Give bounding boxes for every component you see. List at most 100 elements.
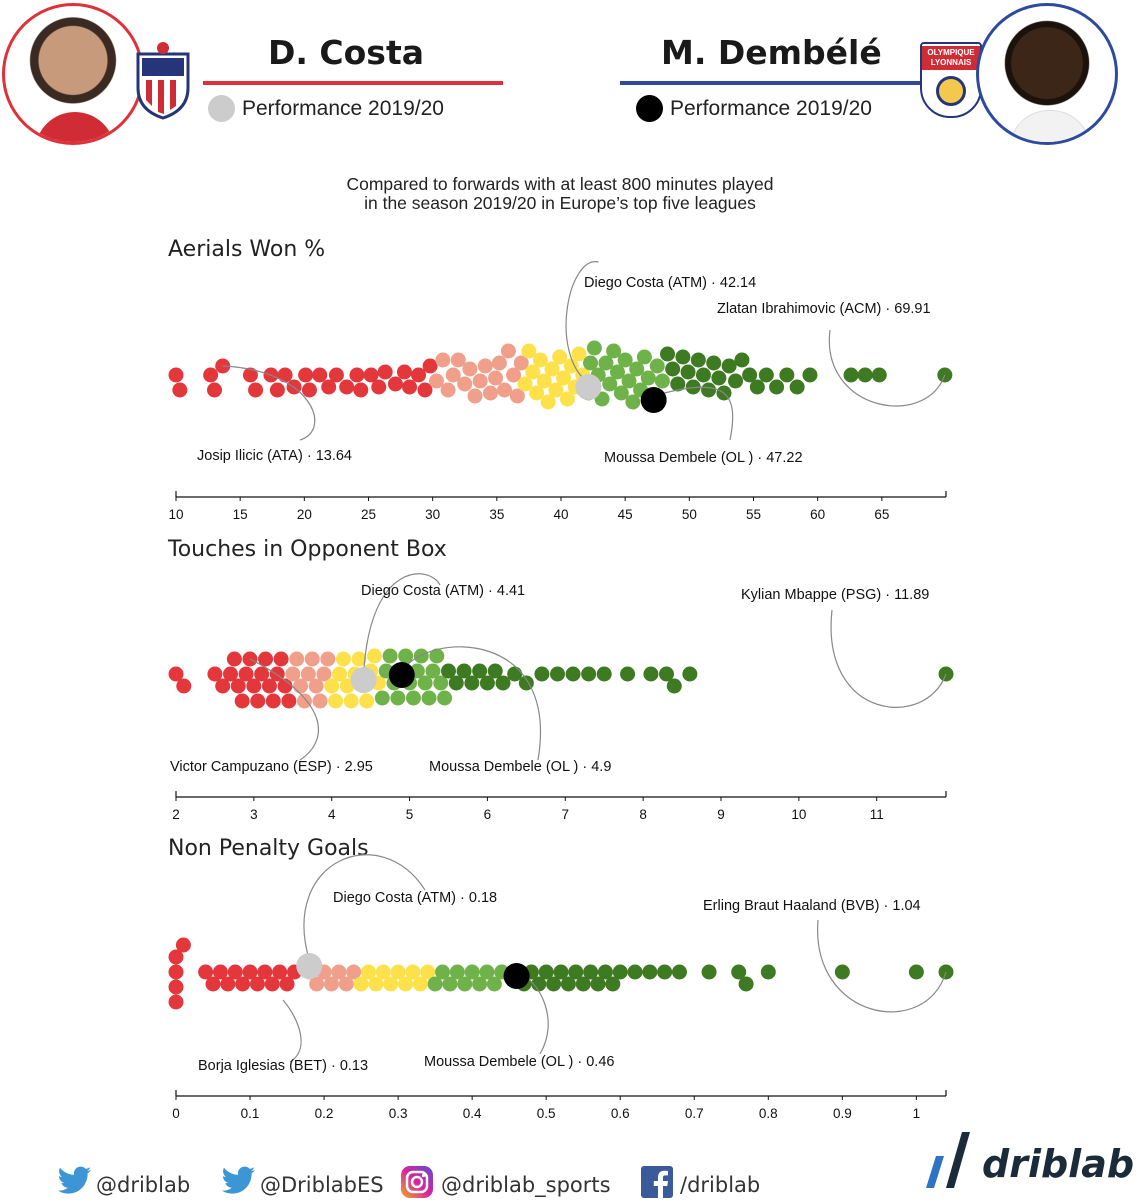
data-point: [277, 678, 293, 694]
data-point: [249, 976, 265, 992]
data-point: [472, 373, 488, 389]
data-point: [657, 964, 673, 980]
data-point: [445, 367, 461, 383]
data-point: [176, 678, 192, 694]
data-point: [586, 340, 602, 356]
data-point: [359, 693, 375, 709]
twitter-handle-2[interactable]: @DriblabES: [260, 1173, 384, 1197]
data-point: [640, 370, 656, 386]
data-point: [168, 994, 184, 1010]
instagram-icon[interactable]: [400, 1165, 434, 1204]
data-point: [658, 666, 674, 682]
data-point: [487, 663, 503, 679]
data-point: [509, 388, 525, 404]
data-point: [374, 690, 390, 706]
data-point: [298, 367, 314, 383]
x-tick-label: 9: [717, 807, 725, 822]
facebook-handle[interactable]: /driblab: [680, 1173, 761, 1197]
x-tick-label: 55: [746, 507, 761, 522]
annotation-leader-line: [363, 573, 441, 675]
data-point: [583, 964, 599, 980]
data-point: [553, 964, 569, 980]
data-point: [559, 391, 575, 407]
x-tick-label: 0.4: [463, 1106, 482, 1121]
data-point: [609, 364, 625, 380]
data-point: [207, 666, 223, 682]
data-point: [300, 666, 316, 682]
data-point: [731, 964, 747, 980]
data-point: [734, 352, 750, 368]
data-point: [629, 361, 645, 377]
data-point: [277, 367, 293, 383]
costa-photo: [2, 3, 144, 145]
data-point: [728, 373, 744, 389]
annotation-label: Moussa Dembele (OL ) · 0.46: [424, 1054, 615, 1070]
data-point: [597, 964, 613, 980]
data-point: [486, 976, 502, 992]
data-point: [257, 964, 273, 980]
x-tick-label: 60: [810, 507, 825, 522]
annotation-leader-line: [249, 658, 320, 761]
data-point: [908, 964, 924, 980]
twitter-icon[interactable]: [57, 1166, 92, 1201]
left-legend-label: Performance 2019/20: [242, 97, 444, 120]
data-point: [457, 976, 473, 992]
data-point: [479, 964, 495, 980]
data-point: [375, 964, 391, 980]
x-tick-label: 30: [425, 507, 440, 522]
twitter-handle-1[interactable]: @driblab: [96, 1173, 191, 1197]
data-point: [671, 964, 687, 980]
data-point: [544, 361, 560, 377]
annotation-label: Borja Iglesias (BET) · 0.13: [198, 1058, 369, 1074]
data-point: [517, 376, 533, 392]
x-tick-label: 0.3: [389, 1106, 408, 1121]
x-tick-label: 25: [361, 507, 376, 522]
data-point: [351, 651, 367, 667]
data-point: [429, 648, 445, 664]
data-point: [422, 358, 438, 374]
x-tick-label: 10: [791, 807, 806, 822]
data-point: [328, 693, 344, 709]
data-point: [758, 367, 774, 383]
data-point: [349, 367, 365, 383]
x-tick-label: 0.7: [685, 1106, 704, 1121]
data-point: [289, 651, 305, 667]
twitter-icon-2[interactable]: [221, 1166, 256, 1201]
right-legend-label: Performance 2019/20: [670, 97, 872, 120]
data-point: [449, 964, 465, 980]
data-point: [353, 976, 369, 992]
data-point: [321, 379, 337, 395]
annotation-leader-line: [282, 999, 302, 1063]
data-point: [472, 976, 488, 992]
chart-1-title: Aerials Won %: [168, 237, 326, 262]
facebook-icon[interactable]: [640, 1165, 674, 1204]
data-point: [411, 367, 427, 383]
data-point: [549, 666, 565, 682]
data-point: [248, 382, 264, 398]
annotation-label: Zlatan Ibrahimovic (ACM) · 69.91: [717, 301, 931, 317]
instagram-handle[interactable]: @driblab_sports: [441, 1173, 611, 1197]
data-point: [420, 964, 436, 980]
subtitle-line-1: Compared to forwards with at least 800 m…: [346, 174, 774, 194]
data-point: [575, 976, 591, 992]
costa-legend-marker: [208, 95, 235, 122]
dembele-highlight-point: [388, 662, 415, 688]
data-point: [598, 355, 614, 371]
data-point: [654, 373, 670, 389]
data-point: [323, 976, 339, 992]
x-tick-label: 5: [406, 807, 414, 822]
data-point: [617, 352, 633, 368]
data-point: [472, 663, 488, 679]
data-point: [402, 379, 418, 395]
data-point: [353, 382, 369, 398]
right-divider: [620, 81, 920, 85]
x-tick-label: 0.8: [759, 1106, 778, 1121]
x-tick-label: 10: [168, 507, 183, 522]
data-point: [405, 690, 421, 706]
annotation-label: Kylian Mbappe (PSG) · 11.89: [741, 587, 930, 603]
data-point: [227, 964, 243, 980]
data-point: [521, 343, 537, 359]
data-point: [250, 693, 266, 709]
